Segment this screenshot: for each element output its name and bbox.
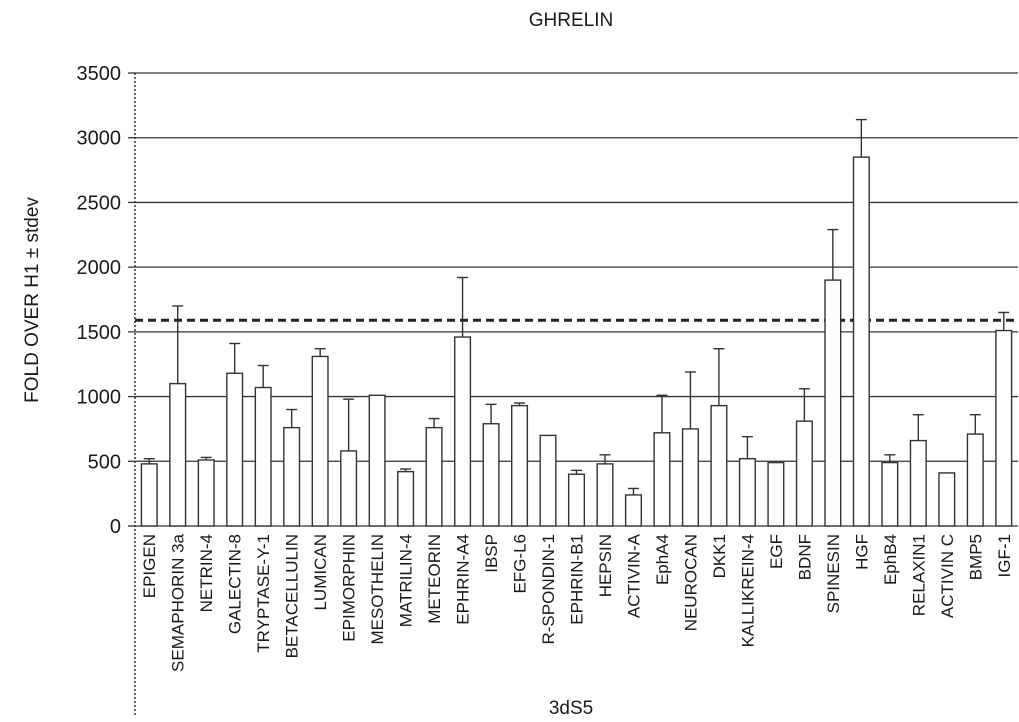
x-tick-label: HGF [852, 534, 871, 570]
x-tick-label: HEPSIN [596, 534, 615, 597]
tick-labels: 0 500 1000 1500 2000 2500 3000 3500 EPIGEN SEMAPH… [77, 63, 1014, 672]
y-tick-label: 0 [110, 516, 121, 538]
bar [255, 388, 271, 526]
x-tick-label: SPINESIN [824, 534, 843, 613]
x-tick-label: BDNF [795, 534, 814, 580]
x-tick-label: BETACELLULIN [283, 534, 302, 658]
x-tick-label: TRYPTASE-Y-1 [254, 534, 273, 653]
x-tick-label: ACTIVIN-A [624, 533, 643, 618]
x-tick-label: NETRIN-4 [197, 534, 216, 612]
bar [455, 337, 471, 526]
x-tick-label: EGF [767, 534, 786, 569]
bar [170, 384, 186, 526]
x-tick-label: MATRILIN-4 [397, 534, 416, 627]
x-tick-label: R-SPONDIN-1 [539, 534, 558, 645]
x-axis-title: 3dS5 [549, 698, 593, 719]
y-axis-title: FOLD OVER H1 ± stdev [22, 197, 43, 403]
x-tick-label: IGF-1 [995, 534, 1014, 577]
bar [227, 373, 243, 526]
bar [768, 463, 784, 526]
x-tick-label: EPHRIN-A4 [454, 534, 473, 625]
bar [910, 441, 926, 526]
bar [654, 433, 670, 526]
bar [512, 406, 528, 526]
bar [711, 406, 727, 526]
bar [967, 434, 983, 526]
bar [284, 428, 300, 526]
x-tick-label: IBSP [482, 534, 501, 573]
x-tick-label: BMP5 [966, 534, 985, 580]
x-tick-label: ACTIVIN C [938, 534, 957, 618]
bar [569, 474, 585, 526]
x-tick-label: LUMICAN [311, 534, 330, 611]
bar [683, 429, 699, 526]
bar [597, 464, 613, 526]
bar [483, 424, 499, 526]
y-tick-label: 3500 [77, 63, 122, 85]
bar [740, 459, 756, 526]
x-tick-label: KALLIKREIN-4 [738, 534, 757, 647]
bar [939, 473, 955, 526]
x-tick-label: MESOTHELIN [368, 534, 387, 645]
x-tick-label: RELAXIN1 [909, 534, 928, 616]
x-tick-label: EFG-L6 [511, 534, 530, 594]
bar [626, 495, 642, 526]
y-tick-label: 2500 [77, 192, 122, 214]
y-tick-label: 500 [88, 451, 121, 473]
bar [398, 472, 414, 526]
bar [369, 395, 385, 526]
y-tick-label: 2000 [77, 257, 122, 279]
chart-title: GHRELIN [529, 10, 613, 31]
y-tick-label: 1000 [77, 387, 122, 409]
bar [996, 331, 1012, 526]
x-tick-label: EPIGEN [140, 534, 159, 598]
bar [540, 435, 556, 526]
y-tick-label: 1500 [77, 322, 122, 344]
x-tick-label: EPHRIN-B1 [568, 534, 587, 625]
bar [312, 356, 328, 526]
x-tick-label: EphA4 [653, 534, 672, 585]
bars [141, 120, 1011, 526]
bar [141, 464, 157, 526]
x-tick-label: DKK1 [710, 534, 729, 578]
bar [198, 460, 214, 526]
bar [426, 428, 442, 526]
bar [825, 280, 841, 526]
x-tick-label: SEMAPHORIN 3a [169, 533, 188, 671]
bar [341, 451, 357, 526]
x-tick-label: METEORIN [425, 534, 444, 624]
x-tick-label: NEUROCAN [681, 534, 700, 631]
x-tick-label: EPIMORPHIN [340, 534, 359, 642]
bar [854, 157, 870, 526]
x-tick-label: GALECTIN-8 [226, 534, 245, 634]
y-tick-label: 3000 [77, 128, 122, 150]
x-tick-label: EphB4 [881, 534, 900, 585]
bar [882, 463, 898, 526]
bar [797, 421, 813, 526]
